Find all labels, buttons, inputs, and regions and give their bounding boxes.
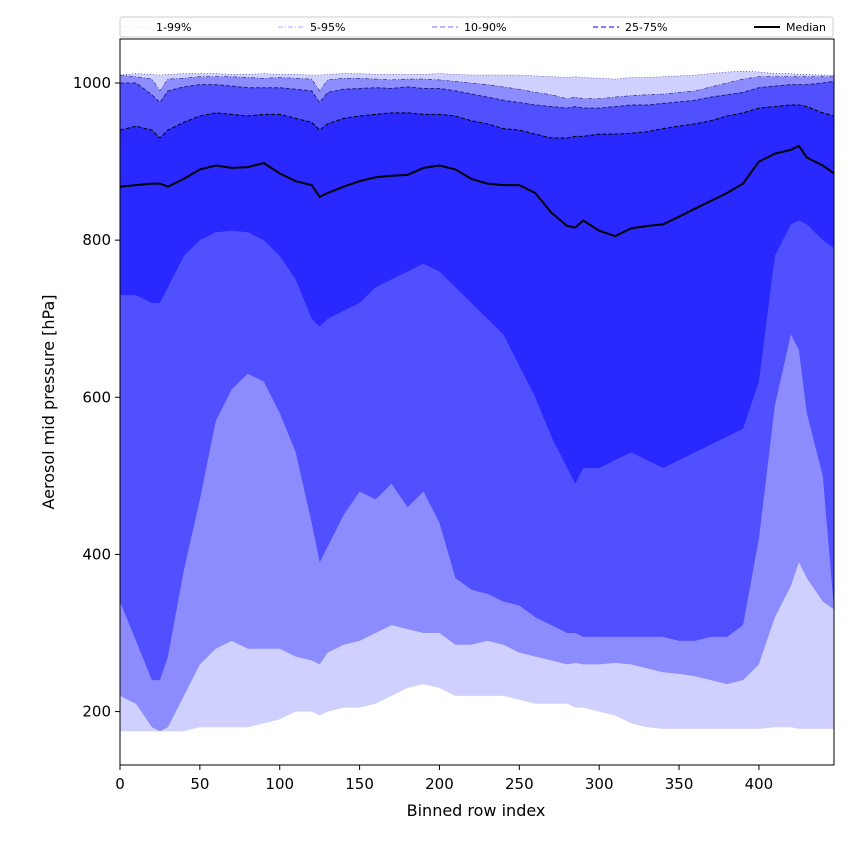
- legend: 1-99% 5-95% 10-90% 25-75% Median: [119, 16, 834, 38]
- y-tick-label: 400: [82, 545, 111, 563]
- x-tick-label: 100: [265, 775, 294, 793]
- band-5-95-upper-line: [120, 74, 834, 100]
- x-axis-ticks: 0 50 100 150 200 250 300 350 400: [115, 765, 773, 793]
- percentile-bands: [120, 70, 834, 732]
- legend-label: 1-99%: [156, 21, 191, 34]
- band-25-75-upper-line: [120, 104, 834, 139]
- y-tick-label: 200: [82, 703, 111, 721]
- legend-label: 10-90%: [464, 21, 506, 34]
- x-tick-label: 350: [665, 775, 694, 793]
- y-axis-label: Aerosol mid pressure [hPa]: [39, 294, 58, 509]
- median-line: [120, 144, 834, 238]
- x-tick-label: 50: [190, 775, 209, 793]
- legend-label: 5-95%: [310, 21, 345, 34]
- y-axis-ticks: 200 400 600 800 1000: [73, 74, 120, 721]
- x-tick-label: 150: [345, 775, 374, 793]
- plot-frame: [119, 38, 835, 766]
- legend-label: 25-75%: [625, 21, 667, 34]
- x-tick-label: 400: [745, 775, 774, 793]
- legend-box: [119, 16, 834, 38]
- band-10-90-upper-line: [120, 80, 834, 109]
- x-tick-label: 250: [505, 775, 534, 793]
- legend-label: Median: [786, 21, 826, 34]
- band-1-99-upper-line: [120, 70, 834, 80]
- y-tick-label: 800: [82, 231, 111, 249]
- median-layer: [120, 144, 834, 238]
- x-axis-label: Binned row index: [407, 801, 546, 820]
- x-tick-label: 0: [115, 775, 125, 793]
- x-tick-label: 200: [425, 775, 454, 793]
- y-tick-label: 600: [82, 388, 111, 406]
- x-tick-label: 300: [585, 775, 614, 793]
- band-25-75: [120, 105, 834, 484]
- y-tick-label: 1000: [73, 74, 111, 92]
